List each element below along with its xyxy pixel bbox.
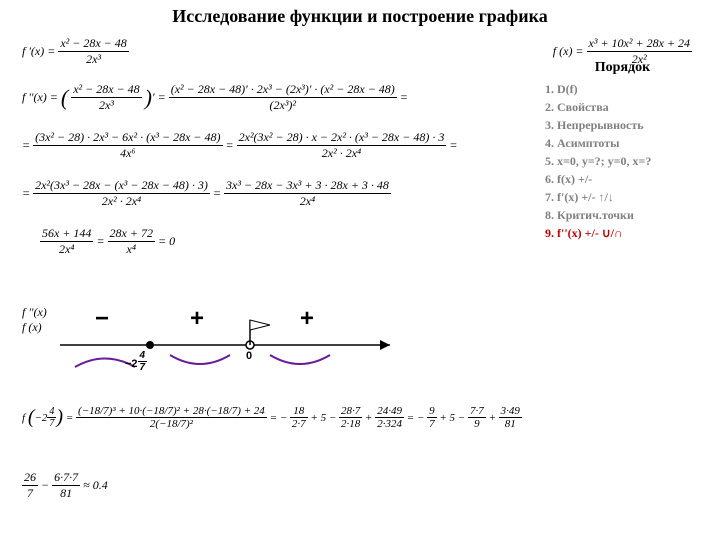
label-a-den: 7: [138, 362, 148, 373]
signline-svg: [20, 315, 420, 395]
order-step: 8. Критич.точки: [545, 208, 700, 223]
order-title: Порядок: [545, 60, 700, 76]
b1c-d2: 9: [468, 418, 486, 430]
b2-mid: −: [41, 478, 49, 493]
sign-plus-2: +: [300, 305, 314, 333]
signline-diagram: − + + −247 0: [20, 315, 420, 395]
line4b-num: 3x³ − 28x − 3x³ + 3 · 28x + 3 · 48: [224, 178, 391, 194]
line5: 56x + 144 2x⁴ = 28x + 72 x⁴ = 0: [40, 226, 175, 257]
b2-end: ≈ 0.4: [83, 478, 108, 493]
order-step: 5. х=0, y=?; y=0, x=?: [545, 154, 700, 169]
fpp-line1: f ''(x) = ( x² − 28x − 48 2x³ )′ = (x² −…: [22, 82, 408, 113]
line4a-num: 2x²(3x³ − 28x − (x³ − 28x − 48) · 3): [33, 178, 210, 194]
b1b-n3: 24·49: [375, 405, 404, 418]
order-sidebar: Порядок 1. D(f) 2. Свойства 3. Непрерывнос…: [545, 60, 700, 244]
bottom1-lhs: f: [22, 412, 25, 424]
b2a-n: 26: [22, 470, 38, 486]
order-step: 6. f(x) +/-: [545, 172, 700, 187]
line5-mid: =: [96, 234, 104, 249]
sign-minus: −: [95, 305, 109, 333]
order-step: 9. f''(x) +/- ∪/∩: [545, 226, 700, 241]
line5-end: = 0: [158, 234, 175, 249]
fpp-right-den: (2x³)²: [169, 98, 397, 113]
signline-label-a: −247: [125, 350, 147, 373]
bottom1-big-num: (−18/7)³ + 10·(−18/7)² + 28·(−18/7) + 24: [76, 405, 267, 418]
b1-eq: = −: [407, 412, 425, 424]
fprime-num: x² − 28x − 48: [58, 36, 128, 52]
sign-plus-1: +: [190, 305, 204, 333]
bottom1: f ((−2−247) = (−18/7)³ + 10·(−18/7)² + 2…: [22, 405, 522, 430]
f-lhs: f (x) =: [553, 44, 584, 59]
line3-pre: =: [22, 138, 30, 153]
fprime-eq: f '(x) = x² − 28x − 48 2x³: [22, 36, 129, 67]
fpp-eq2: =: [400, 90, 408, 105]
order-step: 2. Свойства: [545, 100, 700, 115]
b1c-n1: 9: [427, 405, 437, 418]
bottom2: 267 − 6·7·781 ≈ 0.4: [22, 470, 108, 501]
order-step: 4. Асимптоты: [545, 136, 700, 151]
fpp-lhs: f ''(x) =: [22, 90, 58, 105]
b1b-d1: 2·7: [290, 418, 308, 430]
label-a-int: −2: [125, 358, 138, 370]
fpp-inner-den: 2x³: [71, 98, 141, 113]
page-title: Исследование функции и построение график…: [0, 6, 720, 27]
line5a-num: 56x + 144: [40, 226, 93, 242]
label-a-num: 4: [138, 350, 148, 362]
b2a-d: 7: [22, 486, 38, 501]
fprime-lhs: f '(x): [22, 44, 44, 59]
b1b-n2: 28·7: [339, 405, 362, 418]
line5b-num: 28x + 72: [108, 226, 155, 242]
b1b-n1: 18: [290, 405, 308, 418]
line4-pre: =: [22, 186, 30, 201]
order-step: 7. f'(x) +/- ↑/↓: [545, 190, 700, 205]
b1c-n2: 7·7: [468, 405, 486, 418]
line3a-num: (3x² − 28) · 2x³ − 6x² · (x³ − 28x − 48): [33, 130, 222, 146]
b1c-d1: 7: [427, 418, 437, 430]
line4b-den: 2x⁴: [224, 194, 391, 209]
b1b-d3: 2·324: [375, 418, 404, 430]
fpp-eq-sign: =: [158, 90, 166, 105]
f-num: x³ + 10x² + 28x + 24: [587, 36, 692, 52]
line4: = 2x²(3x³ − 28x − (x³ − 28x − 48) · 3) 2…: [22, 178, 391, 209]
line4a-den: 2x² · 2x⁴: [33, 194, 210, 209]
line3: = (3x² − 28) · 2x³ − 6x² · (x³ − 28x − 4…: [22, 130, 457, 161]
bottom1-mid: = −: [270, 412, 288, 424]
b1c-p1: + 5 −: [439, 412, 465, 424]
b2b-d: 81: [52, 486, 80, 501]
line5a-den: 2x⁴: [40, 242, 93, 257]
fprime-den: 2x³: [58, 52, 128, 67]
b1c-p2: +: [488, 412, 495, 424]
fpp-right-num: (x² − 28x − 48)′ · 2x³ − (2x³)′ · (x² − …: [169, 82, 397, 98]
line5b-den: x⁴: [108, 242, 155, 257]
signline-label-zero: 0: [246, 350, 252, 362]
order-step: 1. D(f): [545, 82, 700, 97]
b1c-d3: 81: [499, 418, 522, 430]
order-step: 3. Непрерывность: [545, 118, 700, 133]
fpp-prime: ′: [152, 90, 155, 105]
b2b-n: 6·7·7: [52, 470, 80, 486]
fpp-inner-num: x² − 28x − 48: [71, 82, 141, 98]
b1b-p1: + 5 −: [310, 412, 336, 424]
line4-mid: =: [213, 186, 221, 201]
line3-eq: =: [449, 138, 457, 153]
b1c-n3: 3·49: [499, 405, 522, 418]
line3-mid: =: [226, 138, 234, 153]
line3b-den: 2x² · 2x⁴: [237, 146, 447, 161]
line3b-num: 2x²(3x² − 28) · x − 2x² · (x³ − 28x − 48…: [237, 130, 447, 146]
line3a-den: 4x⁶: [33, 146, 222, 161]
b1b-p2: +: [365, 412, 372, 424]
bottom1-big-den: 2(−18/7)²: [76, 418, 267, 430]
b1b-d2: 2·18: [339, 418, 362, 430]
